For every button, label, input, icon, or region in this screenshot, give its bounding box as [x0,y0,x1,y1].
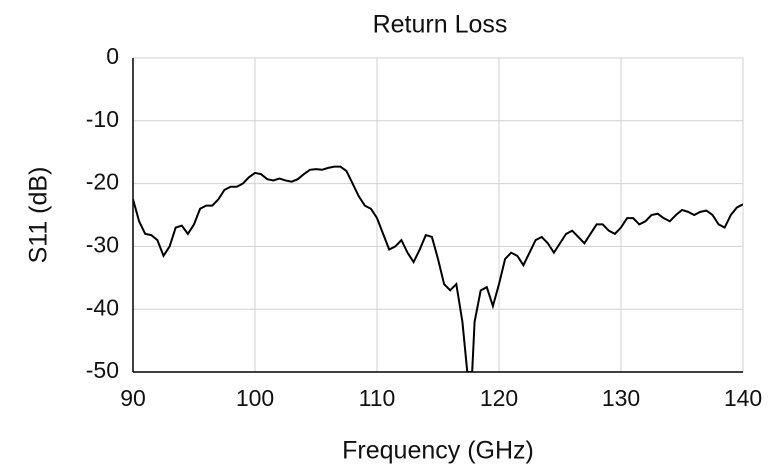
y-tick-label: -30 [86,231,119,257]
x-tick-label: 120 [480,385,518,411]
y-tick-label: -50 [86,357,119,383]
y-tick-label: 0 [106,43,119,69]
y-axis-label: S11 (dB) [25,167,53,264]
x-tick-label: 110 [359,385,396,411]
x-tick-label: 130 [602,385,640,411]
y-tick-label: -10 [86,106,119,132]
y-tick-label: -20 [86,169,119,195]
chart-title: Return Loss [373,11,508,39]
x-tick-label: 90 [120,385,146,411]
plot-area [132,57,744,373]
x-tick-label: 100 [236,385,274,411]
x-tick-label: 140 [724,385,762,411]
data-line [133,165,743,372]
y-tick-label: -40 [86,294,119,320]
x-axis-label: Frequency (GHz) [342,437,534,465]
